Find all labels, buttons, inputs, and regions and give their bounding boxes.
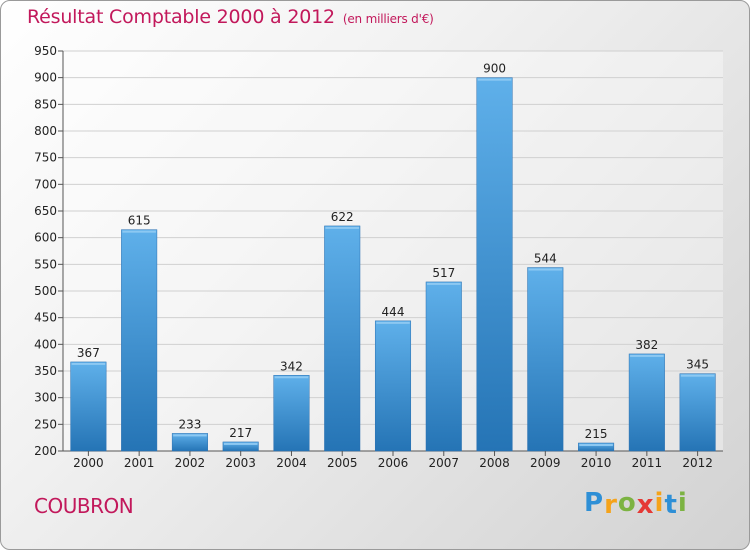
y-tick-label: 700 bbox=[34, 177, 57, 191]
y-tick-label: 550 bbox=[34, 257, 57, 271]
x-tick-label-2006: 2006 bbox=[378, 456, 409, 470]
logo-letter: x bbox=[636, 490, 655, 520]
chart-title: Résultat Comptable 2000 à 2012 (en millie… bbox=[27, 6, 434, 28]
x-tick-label-2009: 2009 bbox=[530, 456, 561, 470]
bar-2001 bbox=[121, 229, 158, 452]
x-tick-label-2010: 2010 bbox=[581, 456, 612, 470]
y-tick-label: 400 bbox=[34, 337, 57, 351]
bar-2004 bbox=[273, 375, 310, 452]
x-tick-label-2011: 2011 bbox=[632, 456, 663, 470]
y-tick-label: 800 bbox=[34, 124, 57, 138]
bar-highlight bbox=[223, 442, 258, 445]
data-label-2004: 342 bbox=[280, 359, 303, 373]
chart-title-text: Résultat Comptable 2000 à 2012 bbox=[27, 6, 335, 28]
x-tick-label-2008: 2008 bbox=[479, 456, 510, 470]
data-label-2001: 615 bbox=[128, 214, 151, 228]
data-label-2003: 217 bbox=[229, 426, 252, 440]
bar-2009 bbox=[527, 267, 564, 452]
x-tick-label-2005: 2005 bbox=[327, 456, 358, 470]
bar-highlight bbox=[579, 444, 613, 446]
x-tick-label-2012: 2012 bbox=[682, 456, 713, 470]
x-axis-ticks: 2000 2001 2002 2003 2004 2005 2006 2007 2008 2009… bbox=[73, 451, 713, 470]
data-labels: 367 615 233 217 342 622 444 517 900 544 215 382 345 bbox=[77, 62, 709, 441]
bar-highlight bbox=[477, 78, 512, 81]
y-tick-label: 200 bbox=[34, 444, 57, 458]
bar-2011 bbox=[628, 353, 665, 452]
logo-letter: o bbox=[617, 488, 637, 518]
data-label-2000: 367 bbox=[77, 346, 100, 360]
logo-letter: i bbox=[677, 488, 688, 518]
bar-highlight bbox=[376, 321, 410, 324]
logo-letter: P bbox=[584, 488, 605, 518]
y-tick-label: 450 bbox=[34, 311, 57, 325]
bar-highlight bbox=[325, 226, 359, 229]
bar-highlight bbox=[274, 376, 309, 379]
bar-2000 bbox=[70, 361, 107, 452]
y-tick-label: 350 bbox=[34, 364, 57, 378]
y-tick-label: 600 bbox=[34, 231, 57, 245]
y-tick-label: 950 bbox=[34, 44, 57, 58]
bars bbox=[70, 77, 716, 452]
data-label-2007: 517 bbox=[432, 266, 455, 280]
y-tick-label: 900 bbox=[34, 71, 57, 85]
y-tick-label: 300 bbox=[34, 391, 57, 405]
proxiti-logo: Proxiti bbox=[584, 488, 688, 520]
bar-highlight bbox=[630, 354, 664, 357]
data-label-2011: 382 bbox=[635, 338, 658, 352]
commune-name: COUBRON bbox=[34, 494, 134, 518]
bar-2006 bbox=[374, 320, 412, 452]
y-axis-ticks: 200 250 300 350 400 450 500 550 600 650 700 750 800 8… bbox=[34, 44, 723, 458]
x-tick-label-2000: 2000 bbox=[73, 456, 104, 470]
x-tick-label-2007: 2007 bbox=[428, 456, 459, 470]
logo-letter: r bbox=[604, 490, 618, 520]
x-tick-label-2004: 2004 bbox=[276, 456, 307, 470]
y-tick-label: 650 bbox=[34, 204, 57, 218]
bar-highlight bbox=[427, 282, 461, 285]
y-tick-label: 250 bbox=[34, 417, 57, 431]
data-label-2012: 345 bbox=[686, 358, 709, 372]
data-label-2006: 444 bbox=[382, 305, 405, 319]
bar-highlight bbox=[71, 362, 106, 365]
data-label-2010: 215 bbox=[585, 427, 608, 441]
bar-highlight bbox=[528, 268, 563, 271]
bar-2012 bbox=[679, 373, 716, 452]
grid-lines bbox=[63, 50, 723, 452]
data-label-2009: 544 bbox=[534, 252, 557, 266]
data-label-2008: 900 bbox=[483, 62, 506, 76]
data-label-2005: 622 bbox=[331, 210, 354, 224]
y-tick-label: 500 bbox=[34, 284, 57, 298]
bar-highlight bbox=[173, 434, 207, 437]
bar-2007 bbox=[425, 281, 462, 452]
x-tick-label-2001: 2001 bbox=[124, 456, 155, 470]
data-label-2002: 233 bbox=[178, 417, 201, 431]
y-tick-label: 850 bbox=[34, 97, 57, 111]
bar-highlight bbox=[122, 230, 156, 233]
bar-2008 bbox=[476, 77, 513, 452]
chart-subtitle: (en milliers d'€) bbox=[342, 12, 434, 26]
logo-letter: i bbox=[654, 488, 665, 518]
y-tick-label: 750 bbox=[34, 151, 57, 165]
bar-2005 bbox=[324, 225, 361, 452]
x-tick-label-2002: 2002 bbox=[175, 456, 206, 470]
logo-letter: t bbox=[664, 490, 678, 520]
bar-highlight bbox=[680, 374, 715, 377]
x-tick-label-2003: 2003 bbox=[225, 456, 256, 470]
